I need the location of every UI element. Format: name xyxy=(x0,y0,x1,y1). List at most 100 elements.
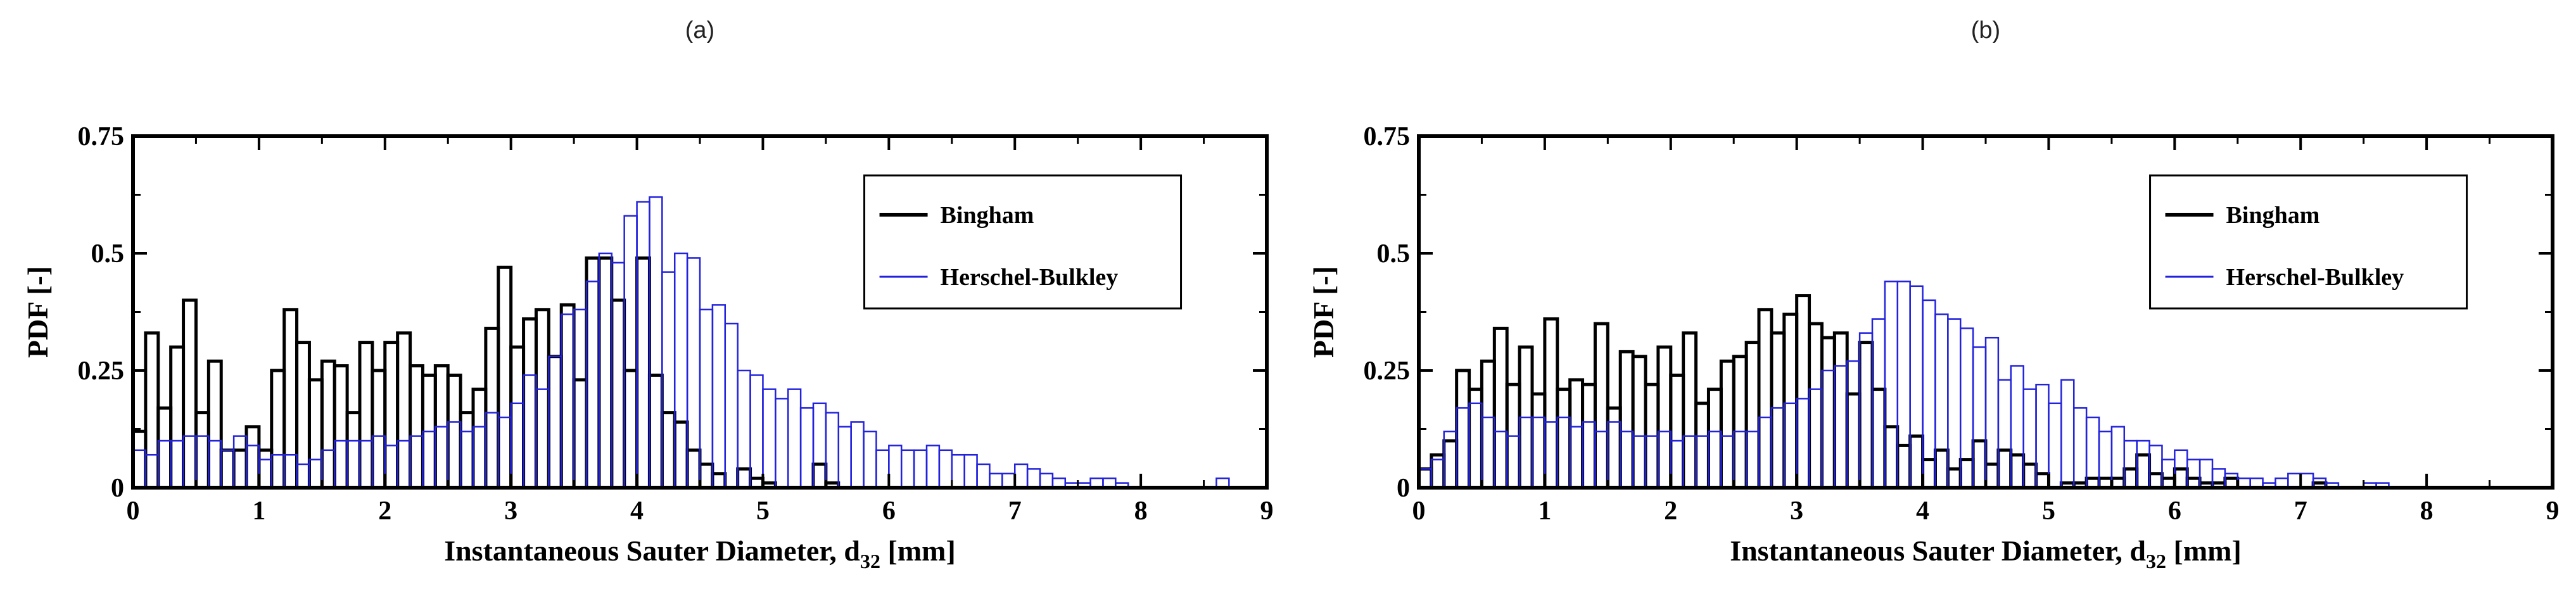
x-tick-label: 9 xyxy=(1260,497,1274,526)
y-tick-label: 0.75 xyxy=(78,122,125,151)
bar xyxy=(1644,435,1659,489)
x-tick-label: 7 xyxy=(2294,497,2307,526)
legend-box xyxy=(863,174,1183,310)
y-tick-label: 0 xyxy=(111,474,124,503)
bar xyxy=(1582,421,1596,489)
panel-label: (a) xyxy=(685,17,714,44)
bar xyxy=(2161,459,2176,489)
bar xyxy=(156,406,173,490)
bar xyxy=(1669,373,1685,490)
bar xyxy=(1468,402,1483,489)
bar xyxy=(623,215,638,489)
bar xyxy=(837,426,852,489)
bar xyxy=(560,313,575,489)
bar xyxy=(1506,435,1521,489)
bar xyxy=(1996,448,2013,490)
bar xyxy=(749,374,764,489)
bar xyxy=(585,256,601,490)
bar xyxy=(1569,426,1583,489)
bar xyxy=(2009,453,2026,490)
legend-label: Bingham xyxy=(941,202,1034,229)
legend: Bingham Herschel-Bulkley xyxy=(2149,174,2468,310)
y-axis-title: PDF [-] xyxy=(1307,266,1340,358)
bar xyxy=(1632,435,1647,489)
bar xyxy=(296,463,310,489)
legend-box xyxy=(2149,174,2468,310)
bar xyxy=(1845,392,1862,490)
bar xyxy=(1946,467,1962,490)
x-tick-label: 4 xyxy=(630,497,644,526)
bar xyxy=(559,303,576,490)
bar xyxy=(1581,383,1597,490)
bar xyxy=(1606,406,1622,490)
bar xyxy=(308,459,323,489)
x-tick-label: 9 xyxy=(2546,497,2560,526)
bar xyxy=(484,326,500,490)
x-tick-label: 4 xyxy=(1916,497,1929,526)
bar xyxy=(2135,453,2152,490)
bar xyxy=(195,435,210,489)
bar xyxy=(2186,459,2201,489)
bar xyxy=(320,359,336,490)
x-tick-label: 2 xyxy=(378,497,391,526)
bar xyxy=(1568,378,1585,490)
bar xyxy=(220,449,235,489)
series-herschel-bulkley xyxy=(1418,281,2390,489)
bar xyxy=(371,435,386,489)
bar xyxy=(736,467,752,490)
bar xyxy=(660,411,676,490)
bar xyxy=(1607,421,1621,489)
bar xyxy=(1026,468,1041,489)
bar xyxy=(925,445,941,489)
x-tick-label: 8 xyxy=(1134,497,1148,526)
bar xyxy=(1670,440,1684,489)
bar xyxy=(1480,359,1496,490)
bar xyxy=(169,345,186,490)
bar xyxy=(397,440,411,489)
bar xyxy=(875,449,890,489)
bar xyxy=(2048,402,2062,489)
bar xyxy=(2034,472,2050,490)
bar xyxy=(1544,421,1559,489)
bar xyxy=(422,430,436,489)
bar xyxy=(635,256,651,490)
bar xyxy=(938,449,953,489)
bar xyxy=(1758,416,1773,489)
bar xyxy=(1782,312,1799,490)
bar xyxy=(673,420,689,490)
bar xyxy=(523,374,537,489)
bar xyxy=(850,421,865,489)
bar xyxy=(346,440,361,489)
bar xyxy=(245,445,260,489)
bar xyxy=(232,435,248,489)
bar xyxy=(1593,322,1609,490)
legend-label: Bingham xyxy=(2226,202,2320,229)
bar xyxy=(1530,392,1547,490)
bar xyxy=(572,378,588,490)
y-tick-label: 0.5 xyxy=(91,239,125,269)
legend: Bingham Herschel-Bulkley xyxy=(863,174,1183,310)
bar xyxy=(471,388,488,490)
bar xyxy=(1834,365,1848,489)
bar xyxy=(1492,326,1509,490)
bar xyxy=(812,402,827,489)
bar xyxy=(1984,462,2000,490)
bar xyxy=(1745,430,1760,489)
bar xyxy=(2299,472,2314,489)
bar xyxy=(1556,416,1571,489)
bar xyxy=(673,252,688,489)
bar xyxy=(811,462,828,490)
bar xyxy=(1972,346,1987,489)
chart-panel-b: (b) 0 1 2 3 4 5 6 7 8 9 0 0.25 0.5 0.75 Instantaneous S… xyxy=(1307,17,2560,573)
bar xyxy=(282,308,299,490)
x-axis-title: Instantaneous Sauter Diameter, d32 [mm] xyxy=(1730,535,2242,573)
y-tick-label: 0.25 xyxy=(1364,357,1411,386)
x-tick-label: 1 xyxy=(1538,497,1551,526)
bar xyxy=(610,298,626,490)
bar xyxy=(194,411,210,490)
x-tick-label: 6 xyxy=(882,497,896,526)
legend-label: Herschel-Bulkley xyxy=(941,264,1119,291)
bar xyxy=(1909,285,1924,489)
bar xyxy=(787,388,802,489)
bar xyxy=(1720,435,1735,489)
